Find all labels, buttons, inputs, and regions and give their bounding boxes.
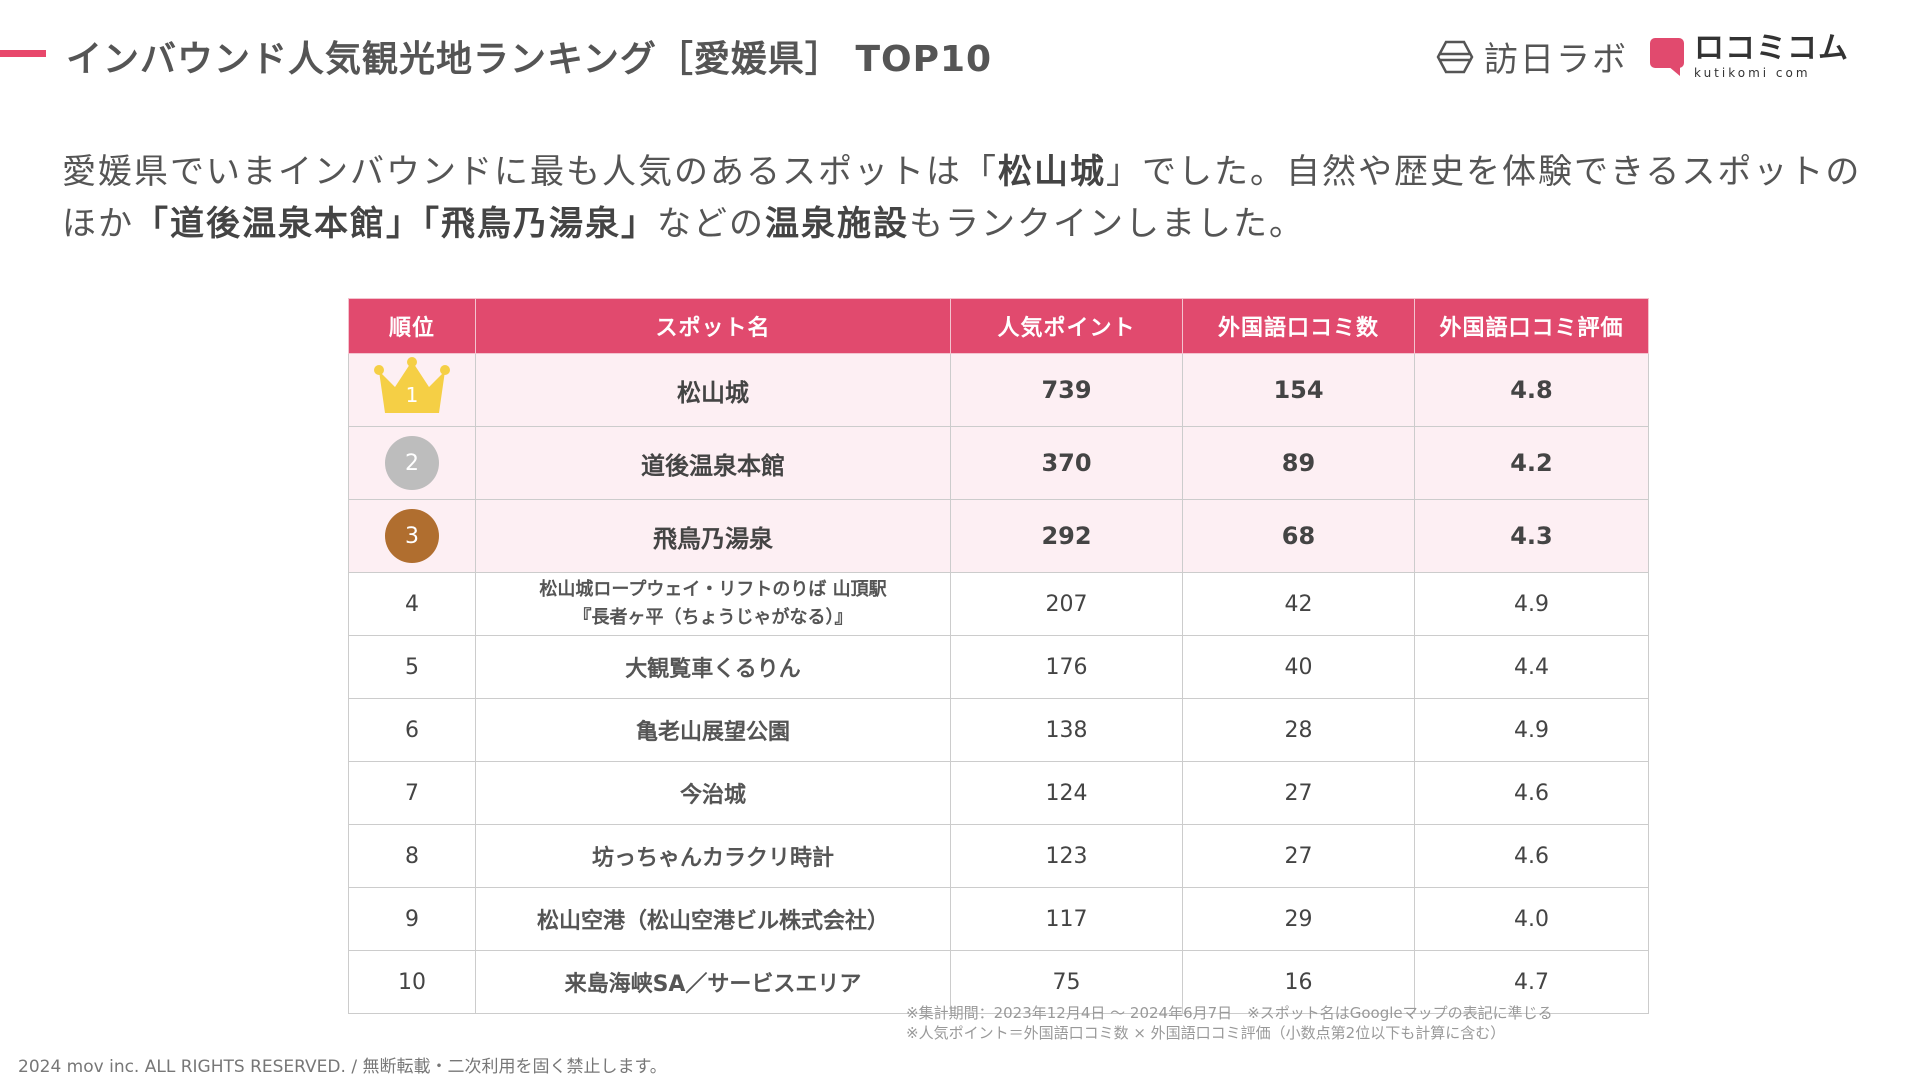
copyright-notice: 2024 mov inc. ALL RIGHTS RESERVED. / 無断転… [18,1057,667,1077]
column-header-rank: 順位 [348,298,476,354]
rating-cell: 4.3 [1414,499,1649,573]
logo-area: 訪日ラボ ロコミコム kutikomi com [1436,32,1849,81]
table-row: 10 来島海峡SA／サービスエリア 75 16 4.7 [348,950,1649,1014]
spot-name-cell: 坊っちゃんカラクリ時計 [475,824,951,888]
points-cell: 138 [950,698,1183,762]
reviews-cell: 29 [1182,887,1415,951]
rank-cell: 10 [348,950,476,1014]
intro-text-3: などの [657,204,765,244]
points-cell: 370 [950,426,1183,500]
column-header-review-count: 外国語口コミ数 [1182,298,1415,354]
intro-bold-1: 松山城 [998,152,1106,192]
spot-name-cell: 松山空港（松山空港ビル株式会社） [475,887,951,951]
column-header-popularity-points: 人気ポイント [950,298,1183,354]
table-row: 2 道後温泉本館 370 89 4.2 [348,426,1649,500]
spot-name-cell: 亀老山展望公園 [475,698,951,762]
rating-cell: 4.9 [1414,572,1649,636]
reviews-cell: 27 [1182,824,1415,888]
rank-cell: 5 [348,635,476,699]
rating-cell: 4.6 [1414,761,1649,825]
points-cell: 292 [950,499,1183,573]
points-cell: 124 [950,761,1183,825]
rank-cell: 6 [348,698,476,762]
table-row: 4 松山城ロープウェイ・リフトのりば 山頂駅 『長者ヶ平（ちょうじゃがなる）』 … [348,572,1649,636]
reviews-cell: 154 [1182,353,1415,427]
reviews-cell: 89 [1182,426,1415,500]
footnote-period: ※集計期間：2023年12月4日 〜 2024年6月7日 ※スポット名はGoog… [906,1004,1553,1022]
table-row: 6 亀老山展望公園 138 28 4.9 [348,698,1649,762]
rating-cell: 4.2 [1414,426,1649,500]
points-cell: 176 [950,635,1183,699]
table-row: 1 松山城 739 154 4.8 [348,353,1649,427]
intro-text-2: 」でした。自然や歴史を体験できるスポットのほか [62,152,1862,244]
spot-name-line-1: 松山城ロープウェイ・リフトのりば 山頂駅 [539,579,887,600]
rating-cell: 4.8 [1414,353,1649,427]
gold-crown-icon: 1 [373,357,451,417]
footnotes: ※集計期間：2023年12月4日 〜 2024年6月7日 ※スポット名はGoog… [906,1003,1553,1043]
reviews-cell: 42 [1182,572,1415,636]
silver-medal-icon: 2 [385,436,439,490]
title-accent-bar [0,50,46,57]
footnote-formula: ※人気ポイント＝外国語口コミ数 × 外国語口コミ評価（小数点第2位以下も計算に含… [906,1024,1506,1042]
rank-cell: 8 [348,824,476,888]
rating-cell: 4.4 [1414,635,1649,699]
bronze-medal-icon: 3 [385,509,439,563]
column-header-spot-name: スポット名 [475,298,951,354]
reviews-cell: 40 [1182,635,1415,699]
ranking-table: 順位 スポット名 人気ポイント 外国語口コミ数 外国語口コミ評価 1 松山城 [348,298,1649,1014]
rank-cell: 1 [348,353,476,427]
table-header-row: 順位 スポット名 人気ポイント 外国語口コミ数 外国語口コミ評価 [348,298,1649,354]
intro-bold-2: 「道後温泉本館」「飛鳥乃湯泉」 [134,204,657,244]
intro-text-1: 愛媛県でいまインバウンドに最も人気のあるスポットは「 [62,152,998,192]
points-cell: 739 [950,353,1183,427]
table-row: 5 大観覧車くるりん 176 40 4.4 [348,635,1649,699]
table-row: 8 坊っちゃんカラクリ時計 123 27 4.6 [348,824,1649,888]
rating-cell: 4.0 [1414,887,1649,951]
rank-cell: 2 [348,426,476,500]
rank-number: 1 [405,383,419,407]
spot-name-line-2: 『長者ヶ平（ちょうじゃがなる）』 [573,607,853,628]
spot-name-cell: 来島海峡SA／サービスエリア [475,950,951,1014]
intro-text-4: もランクインしました。 [909,204,1305,244]
houjin-lab-logo: 訪日ラボ [1436,32,1628,81]
reviews-cell: 27 [1182,761,1415,825]
column-header-review-rating: 外国語口コミ評価 [1414,298,1649,354]
spot-name-cell: 松山城ロープウェイ・リフトのりば 山頂駅 『長者ヶ平（ちょうじゃがなる）』 [475,572,951,636]
rating-cell: 4.7 [1414,950,1649,1014]
reviews-cell: 68 [1182,499,1415,573]
table-row: 9 松山空港（松山空港ビル株式会社） 117 29 4.0 [348,887,1649,951]
hexagon-logo-icon [1436,40,1474,73]
points-cell: 123 [950,824,1183,888]
points-cell: 207 [950,572,1183,636]
spot-name-cell: 道後温泉本館 [475,426,951,500]
kuchikomi-name: ロコミコム [1694,31,1849,66]
spot-name-cell: 今治城 [475,761,951,825]
points-cell: 75 [950,950,1183,1014]
speech-bubble-logo-icon [1650,37,1684,76]
table-row: 3 飛鳥乃湯泉 292 68 4.3 [348,499,1649,573]
intro-paragraph: 愛媛県でいまインバウンドに最も人気のあるスポットは「松山城」でした。自然や歴史を… [62,146,1862,250]
spot-name-cell: 大観覧車くるりん [475,635,951,699]
rating-cell: 4.9 [1414,698,1649,762]
rank-cell: 7 [348,761,476,825]
intro-bold-3: 温泉施設 [765,204,909,244]
houjin-lab-name: 訪日ラボ [1484,40,1628,80]
spot-name-cell: 松山城 [475,353,951,427]
spot-name-cell: 飛鳥乃湯泉 [475,499,951,573]
points-cell: 117 [950,887,1183,951]
rank-cell: 9 [348,887,476,951]
rank-cell: 4 [348,572,476,636]
table-row: 7 今治城 124 27 4.6 [348,761,1649,825]
reviews-cell: 16 [1182,950,1415,1014]
kuchikomi-subtitle: kutikomi com [1694,66,1811,80]
kuchikomi-logo: ロコミコム kutikomi com [1650,34,1849,79]
rating-cell: 4.6 [1414,824,1649,888]
rank-cell: 3 [348,499,476,573]
page-title: インバウンド人気観光地ランキング［愛媛県］ TOP10 [66,39,993,80]
reviews-cell: 28 [1182,698,1415,762]
